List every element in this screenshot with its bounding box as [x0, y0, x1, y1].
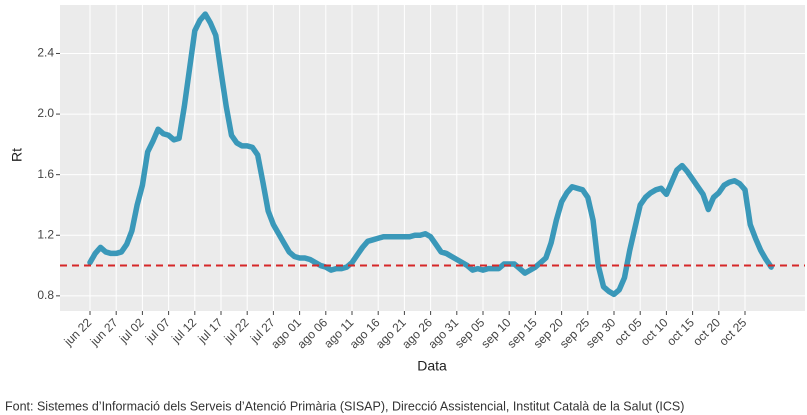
x-tick-label: sep 30	[583, 315, 619, 351]
x-tick-label: jul 17	[194, 315, 225, 346]
x-tick-label: oct 20	[690, 315, 723, 348]
x-axis-label: Data	[417, 358, 447, 374]
x-tick-label: jul 02	[116, 315, 147, 346]
x-tick-label: jul 22	[221, 315, 252, 346]
x-tick-label: oct 15	[664, 315, 697, 348]
plot-background	[60, 5, 805, 311]
y-axis-label: Rt	[9, 148, 25, 162]
x-tick-label: oct 10	[638, 315, 671, 348]
y-tick-label: 1.2	[37, 227, 54, 241]
x-tick-label: oct 05	[612, 315, 645, 348]
y-tick-label: 1.6	[37, 167, 54, 181]
x-tick-label: oct 25	[716, 315, 749, 348]
x-tick-label: jul 12	[168, 315, 199, 346]
data-line	[87, 11, 774, 298]
y-tick-label: 2.4	[37, 46, 54, 60]
x-tick-label: jun 22	[61, 315, 95, 349]
footnote: Font: Sistemes d’Informació dels Serveis…	[5, 399, 684, 413]
y-tick-label: 0.8	[37, 288, 54, 302]
y-tick-label: 2.0	[37, 106, 54, 120]
x-tick-label: jun 27	[87, 315, 121, 349]
x-tick-label: jul 07	[142, 315, 173, 346]
